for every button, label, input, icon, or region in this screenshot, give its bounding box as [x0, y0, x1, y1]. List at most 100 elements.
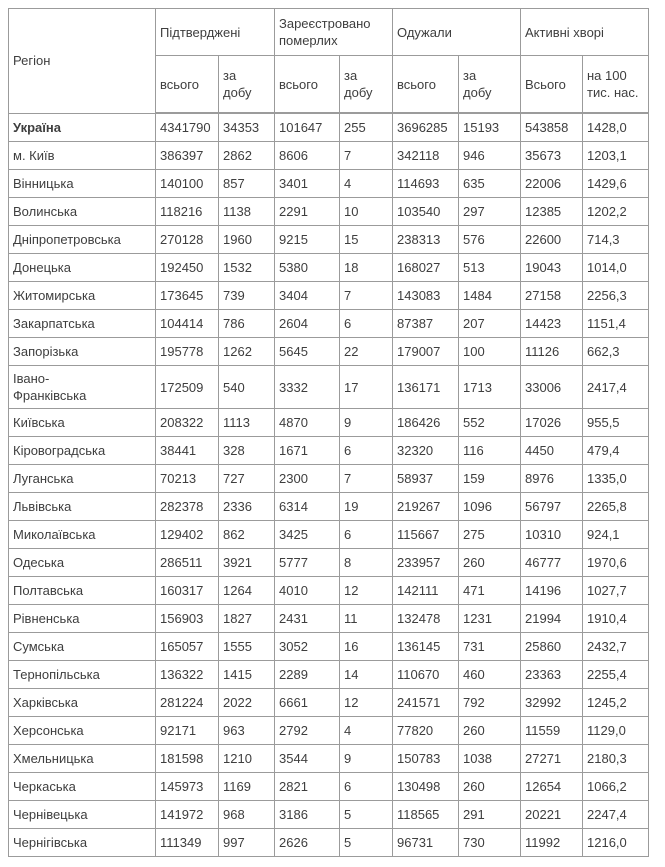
- cell-deaths-total: 2626: [274, 828, 340, 857]
- cell-deaths-day: 255: [339, 112, 393, 142]
- cell-active-per-100k: 955,5: [581, 408, 650, 437]
- cell-deaths-total: 5777: [274, 548, 340, 577]
- cell-recovered-day: 260: [458, 548, 521, 577]
- cell-active-total: 11126: [520, 337, 583, 366]
- cell-confirmed-total: 192450: [155, 253, 219, 282]
- table-header: Регіон Підтверджені Зареєстровано померл…: [8, 8, 650, 114]
- cell-recovered-day: 792: [458, 688, 521, 717]
- cell-region: Тернопільська: [8, 660, 156, 689]
- cell-region: Хмельницька: [8, 744, 156, 773]
- cell-active-total: 56797: [520, 492, 583, 521]
- cell-confirmed-day: 857: [218, 169, 275, 198]
- cell-deaths-day: 6: [339, 772, 393, 801]
- cell-active-per-100k: 924,1: [581, 520, 650, 549]
- cell-recovered-total: 238313: [392, 225, 459, 254]
- cell-region: Херсонська: [8, 716, 156, 745]
- cell-active-per-100k: 1027,7: [581, 576, 650, 605]
- table-row: Чернігівська 111349 997 2626 5 96731 730 11992 1…: [8, 828, 650, 857]
- cell-recovered-day: 116: [458, 436, 521, 465]
- cell-confirmed-total: 4341790: [155, 112, 219, 142]
- cell-active-per-100k: 714,3: [581, 225, 650, 254]
- cell-active-total: 27271: [520, 744, 583, 773]
- cell-deaths-day: 7: [339, 141, 393, 170]
- cell-deaths-day: 5: [339, 828, 393, 857]
- table-row: Закарпатська 104414 786 2604 6 87387 207 14423 1…: [8, 309, 650, 338]
- cell-active-total: 12654: [520, 772, 583, 801]
- cell-recovered-total: 186426: [392, 408, 459, 437]
- cell-active-total: 35673: [520, 141, 583, 170]
- cell-region: Закарпатська: [8, 309, 156, 338]
- cell-active-per-100k: 1203,1: [581, 141, 650, 170]
- cell-deaths-total: 9215: [274, 225, 340, 254]
- cell-confirmed-total: 38441: [155, 436, 219, 465]
- cell-recovered-day: 159: [458, 464, 521, 493]
- cell-recovered-day: 260: [458, 716, 521, 745]
- cell-active-per-100k: 1129,0: [581, 716, 650, 745]
- cell-deaths-total: 2792: [274, 716, 340, 745]
- cell-confirmed-total: 145973: [155, 772, 219, 801]
- cell-active-total: 22600: [520, 225, 583, 254]
- cell-confirmed-day: 862: [218, 520, 275, 549]
- cell-recovered-day: 291: [458, 800, 521, 829]
- cell-deaths-total: 6314: [274, 492, 340, 521]
- cell-deaths-day: 10: [339, 197, 393, 226]
- table-row: Херсонська 92171 963 2792 4 77820 260 11559 1129…: [8, 716, 650, 745]
- cell-confirmed-day: 739: [218, 281, 275, 310]
- cell-deaths-total: 1671: [274, 436, 340, 465]
- cell-recovered-day: 460: [458, 660, 521, 689]
- cell-active-per-100k: 2247,4: [581, 800, 650, 829]
- cell-region: Волинська: [8, 197, 156, 226]
- cell-recovered-total: 103540: [392, 197, 459, 226]
- table-row: Миколаївська 129402 862 3425 6 115667 275 10310…: [8, 520, 650, 549]
- cell-confirmed-day: 786: [218, 309, 275, 338]
- cell-recovered-day: 260: [458, 772, 521, 801]
- cell-active-per-100k: 2255,4: [581, 660, 650, 689]
- cell-deaths-total: 3404: [274, 281, 340, 310]
- cell-confirmed-total: 281224: [155, 688, 219, 717]
- cell-deaths-day: 16: [339, 632, 393, 661]
- cell-active-total: 20221: [520, 800, 583, 829]
- table-row: Кіровоградська 38441 328 1671 6 32320 116 4450 4…: [8, 436, 650, 465]
- cell-recovered-day: 15193: [458, 112, 521, 142]
- cell-region: Запорізька: [8, 337, 156, 366]
- table-row: Хмельницька 181598 1210 3544 9 150783 1038 2727…: [8, 744, 650, 773]
- cell-confirmed-day: 2862: [218, 141, 275, 170]
- cell-confirmed-total: 118216: [155, 197, 219, 226]
- cell-active-per-100k: 1216,0: [581, 828, 650, 857]
- cell-confirmed-total: 165057: [155, 632, 219, 661]
- cell-confirmed-total: 181598: [155, 744, 219, 773]
- cell-region: Львівська: [8, 492, 156, 521]
- cell-deaths-total: 5645: [274, 337, 340, 366]
- cell-recovered-total: 342118: [392, 141, 459, 170]
- table-row: Тернопільська 136322 1415 2289 14 110670 460 23…: [8, 660, 650, 689]
- cell-active-per-100k: 2180,3: [581, 744, 650, 773]
- cell-confirmed-day: 2022: [218, 688, 275, 717]
- cell-deaths-day: 4: [339, 716, 393, 745]
- cell-confirmed-day: 1264: [218, 576, 275, 605]
- header-sub-row: всього за добу всього за добу всього за …: [9, 55, 650, 114]
- cell-recovered-day: 946: [458, 141, 521, 170]
- cell-recovered-total: 142111: [392, 576, 459, 605]
- cell-recovered-total: 233957: [392, 548, 459, 577]
- cell-confirmed-total: 195778: [155, 337, 219, 366]
- cell-deaths-day: 7: [339, 464, 393, 493]
- cell-region: Кіровоградська: [8, 436, 156, 465]
- cell-deaths-day: 6: [339, 436, 393, 465]
- cell-region: Черкаська: [8, 772, 156, 801]
- cell-confirmed-total: 208322: [155, 408, 219, 437]
- col-header-confirmed: Підтверджені: [155, 8, 275, 56]
- cell-recovered-day: 1484: [458, 281, 521, 310]
- table-row: Дніпропетровська 270128 1960 9215 15 238313 57…: [8, 225, 650, 254]
- covid-regions-table: Регіон Підтверджені Зареєстровано померл…: [8, 8, 650, 857]
- cell-deaths-total: 3401: [274, 169, 340, 198]
- cell-recovered-total: 118565: [392, 800, 459, 829]
- col-header-active-per-100k: на 100 тис. нас.: [581, 55, 650, 114]
- cell-active-per-100k: 1335,0: [581, 464, 650, 493]
- table-row: Україна 4341790 34353 101647 255 3696285 15193…: [8, 112, 650, 142]
- cell-confirmed-total: 173645: [155, 281, 219, 310]
- cell-deaths-day: 8: [339, 548, 393, 577]
- cell-recovered-total: 136171: [392, 365, 459, 409]
- cell-recovered-day: 513: [458, 253, 521, 282]
- table-row: Рівненська 156903 1827 2431 11 132478 1231 2199…: [8, 604, 650, 633]
- cell-deaths-day: 11: [339, 604, 393, 633]
